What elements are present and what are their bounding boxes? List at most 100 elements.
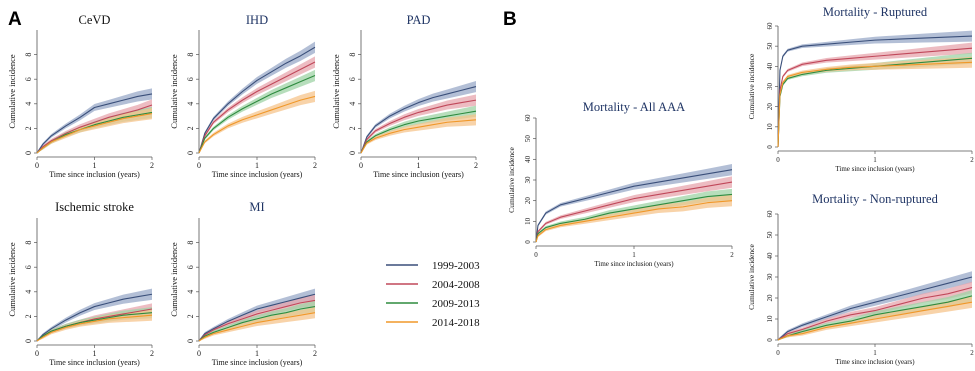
y-tick-label: 10 xyxy=(766,123,774,131)
y-tick-label: 0 xyxy=(24,151,33,155)
ci-band-1999-2003 xyxy=(778,271,972,340)
ci-band-1999-2003 xyxy=(361,80,476,153)
y-tick-label: 40 xyxy=(766,252,774,260)
y-tick-label: 8 xyxy=(348,53,357,57)
series-line-2014-2018 xyxy=(360,119,477,154)
series-line-2014-2018 xyxy=(777,301,973,341)
y-tick-label: 2 xyxy=(24,314,33,318)
x-tick-label: 1 xyxy=(873,349,877,357)
series-line-1999-2003 xyxy=(777,276,973,341)
x-tick-label: 2 xyxy=(313,161,317,170)
chart-stroke: Ischemic stroke 0 2 4 6 8 0 1 2 Time since inclus… xyxy=(7,200,154,367)
series-line-2014-2018 xyxy=(198,312,316,342)
series-line-1999-2003 xyxy=(777,35,973,148)
y-tick-label: 20 xyxy=(766,103,774,111)
chart-mi: MI 0 2 4 6 8 0 1 2 Time since inclusion (years) Cu… xyxy=(169,200,317,367)
x-tick-label: 2 xyxy=(150,161,154,170)
ci-band-2004-2008 xyxy=(199,56,315,153)
y-axis-label: Cumulative incidence xyxy=(169,242,179,317)
series-line-2009-2013 xyxy=(535,193,733,243)
y-tick-label: 10 xyxy=(524,217,532,225)
series-line-2014-2018 xyxy=(535,200,733,243)
legend: 1999-2003 2004-2008 2009-2013 2014-2018 xyxy=(386,260,480,329)
x-tick-label: 1 xyxy=(255,349,259,358)
ci-band-2014-2018 xyxy=(778,56,972,148)
ci-band-1999-2003 xyxy=(37,288,152,341)
series-line-2014-2018 xyxy=(36,314,153,342)
x-tick-label: 2 xyxy=(730,251,734,259)
y-tick-label: 50 xyxy=(766,42,774,50)
y-tick-label: 50 xyxy=(766,231,774,239)
y-tick-label: 2 xyxy=(186,126,195,130)
x-tick-label: 2 xyxy=(150,349,154,358)
y-axis-label: Cumulative incidence xyxy=(7,242,17,317)
chart-cevd: CeVD 0 2 4 6 8 0 1 2 Time since inclusion (years)… xyxy=(7,13,154,179)
chart-title: CeVD xyxy=(79,13,111,27)
y-tick-label: 0 xyxy=(186,339,195,343)
y-tick-label: 30 xyxy=(766,83,774,91)
y-tick-label: 50 xyxy=(524,135,532,143)
chart-title: IHD xyxy=(246,13,268,27)
x-axis-label: Time since inclusion (years) xyxy=(212,170,303,179)
series-line-1999-2003 xyxy=(198,46,316,154)
ci-band-1999-2003 xyxy=(536,164,732,242)
y-tick-label: 20 xyxy=(524,197,532,205)
chart-title: Ischemic stroke xyxy=(55,200,134,214)
charts-layer: CeVD 0 2 4 6 8 0 1 2 Time since inclusion (years)… xyxy=(7,5,974,367)
ci-band-2009-2013 xyxy=(361,105,476,153)
series-line-1999-2003 xyxy=(198,293,316,342)
x-axis-label: Time since inclusion (years) xyxy=(594,260,674,268)
chart-title: Mortality - Non-ruptured xyxy=(812,192,938,206)
chart-ruptured: Mortality - Ruptured 0 10 20 30 40 50 60 0 1 2 Time… xyxy=(747,5,974,173)
chart-pad: PAD 0 2 4 6 8 0 1 2 Time since inclusion (years) C… xyxy=(331,13,478,179)
y-axis-label: Cumulative incidence xyxy=(331,54,341,129)
y-tick-label: 2 xyxy=(186,314,195,318)
y-tick-label: 8 xyxy=(24,53,33,57)
series-line-2004-2008 xyxy=(535,181,733,243)
series-line-2009-2013 xyxy=(198,75,316,154)
series-line-2009-2013 xyxy=(198,306,316,342)
x-axis-label: Time since inclusion (years) xyxy=(835,165,915,173)
ci-band-1999-2003 xyxy=(199,41,315,153)
chart-title: PAD xyxy=(407,13,431,27)
y-tick-label: 6 xyxy=(186,265,195,269)
x-tick-label: 0 xyxy=(534,251,538,259)
series-line-1999-2003 xyxy=(36,293,153,342)
x-axis-label: Time since inclusion (years) xyxy=(49,358,140,367)
series-line-2004-2008 xyxy=(36,104,153,154)
x-tick-label: 1 xyxy=(93,161,97,170)
series-line-2014-2018 xyxy=(198,95,316,154)
y-tick-label: 10 xyxy=(766,315,774,323)
y-tick-label: 8 xyxy=(24,241,33,245)
chart-title: MI xyxy=(249,200,264,214)
x-axis-label: Time since inclusion (years) xyxy=(49,170,140,179)
y-tick-label: 6 xyxy=(186,77,195,81)
y-axis-label: Cumulative incidence xyxy=(7,54,17,129)
x-tick-label: 2 xyxy=(313,349,317,358)
chart-all_aaa: Mortality - All AAA 0 10 20 30 40 50 60 0 1 2 Time … xyxy=(507,100,734,268)
y-tick-label: 8 xyxy=(186,241,195,245)
y-axis-label: Cumulative incidence xyxy=(507,147,516,213)
series-line-2004-2008 xyxy=(198,299,316,342)
chart-ihd: IHD 0 2 4 6 8 0 1 2 Time since inclusion (years) C… xyxy=(169,13,317,179)
series-line-2009-2013 xyxy=(777,295,973,341)
x-axis-label: Time since inclusion (years) xyxy=(373,170,464,179)
x-tick-label: 0 xyxy=(35,349,39,358)
panel-label-b: B xyxy=(503,9,517,30)
series-line-2004-2008 xyxy=(360,99,477,154)
y-tick-label: 6 xyxy=(24,77,33,81)
x-tick-label: 1 xyxy=(417,161,421,170)
ci-band-2009-2013 xyxy=(536,188,732,242)
x-tick-label: 2 xyxy=(474,161,478,170)
x-tick-label: 2 xyxy=(970,349,974,357)
legend-label: 2009-2013 xyxy=(432,298,480,310)
ci-band-1999-2003 xyxy=(37,88,152,153)
chart-title: Mortality - Ruptured xyxy=(823,5,928,19)
y-tick-label: 0 xyxy=(524,240,532,244)
ci-band-2014-2018 xyxy=(361,114,476,153)
y-tick-label: 4 xyxy=(24,290,33,294)
series-line-2009-2013 xyxy=(36,312,153,342)
y-tick-label: 20 xyxy=(766,294,774,302)
ci-band-2014-2018 xyxy=(199,307,315,341)
